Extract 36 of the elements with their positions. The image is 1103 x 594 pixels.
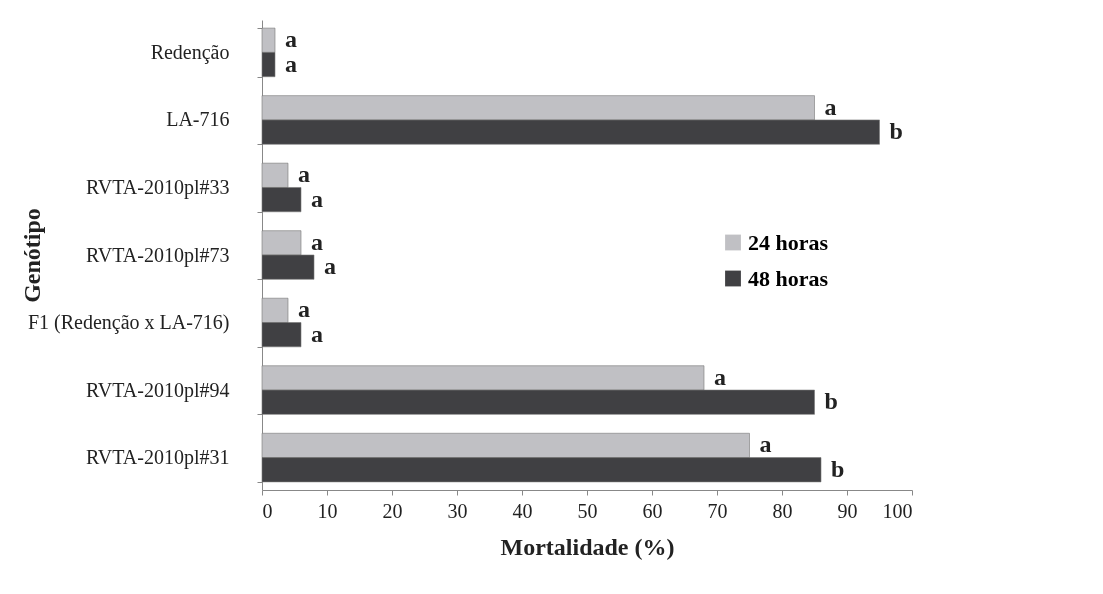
annotation: b (831, 455, 845, 482)
annotation: a (298, 296, 310, 323)
annotation: b (824, 388, 838, 415)
y-tick-label: RVTA-2010pl#33 (86, 175, 230, 199)
y-tick-label: RVTA-2010pl#94 (86, 378, 230, 402)
x-tick-label: 50 (577, 499, 598, 522)
annotation: a (298, 161, 310, 188)
x-tick-label: 90 (837, 499, 858, 522)
y-axis-title: Genótipo (18, 208, 45, 303)
y-tick-label: F1 (Redenção x LA-716) (27, 311, 230, 335)
x-tick-label: 0 (262, 499, 273, 522)
x-tick-label: 30 (447, 499, 468, 522)
annotation: a (714, 363, 726, 390)
x-tick-label: 10 (317, 499, 338, 522)
annotation: a (824, 93, 837, 120)
y-tick-label: Redenção (150, 40, 230, 64)
x-tick-label: 100 (882, 499, 913, 522)
legend-label: 48 horas (748, 265, 829, 291)
annotation: a (285, 26, 297, 53)
x-tick-label: 60 (642, 499, 663, 522)
x-tick-label: 40 (512, 499, 533, 522)
y-tick-label: RVTA-2010pl#73 (86, 243, 230, 267)
x-tick-label: 80 (772, 499, 793, 522)
annotation: a (759, 431, 772, 458)
annotation: a (311, 228, 323, 255)
x-axis-title: Mortalidade (%) (500, 533, 675, 560)
x-tick-label: 20 (382, 499, 403, 522)
annotation: a (324, 253, 336, 280)
x-tick-label: 70 (707, 499, 728, 522)
y-tick-label: LA-716 (166, 108, 230, 131)
annotation: b (889, 118, 903, 145)
annotation: a (311, 320, 323, 347)
annotation: a (285, 50, 297, 77)
legend-label: 24 horas (748, 229, 829, 255)
y-tick-label: RVTA-2010pl#31 (86, 446, 230, 470)
annotation: a (311, 185, 323, 212)
